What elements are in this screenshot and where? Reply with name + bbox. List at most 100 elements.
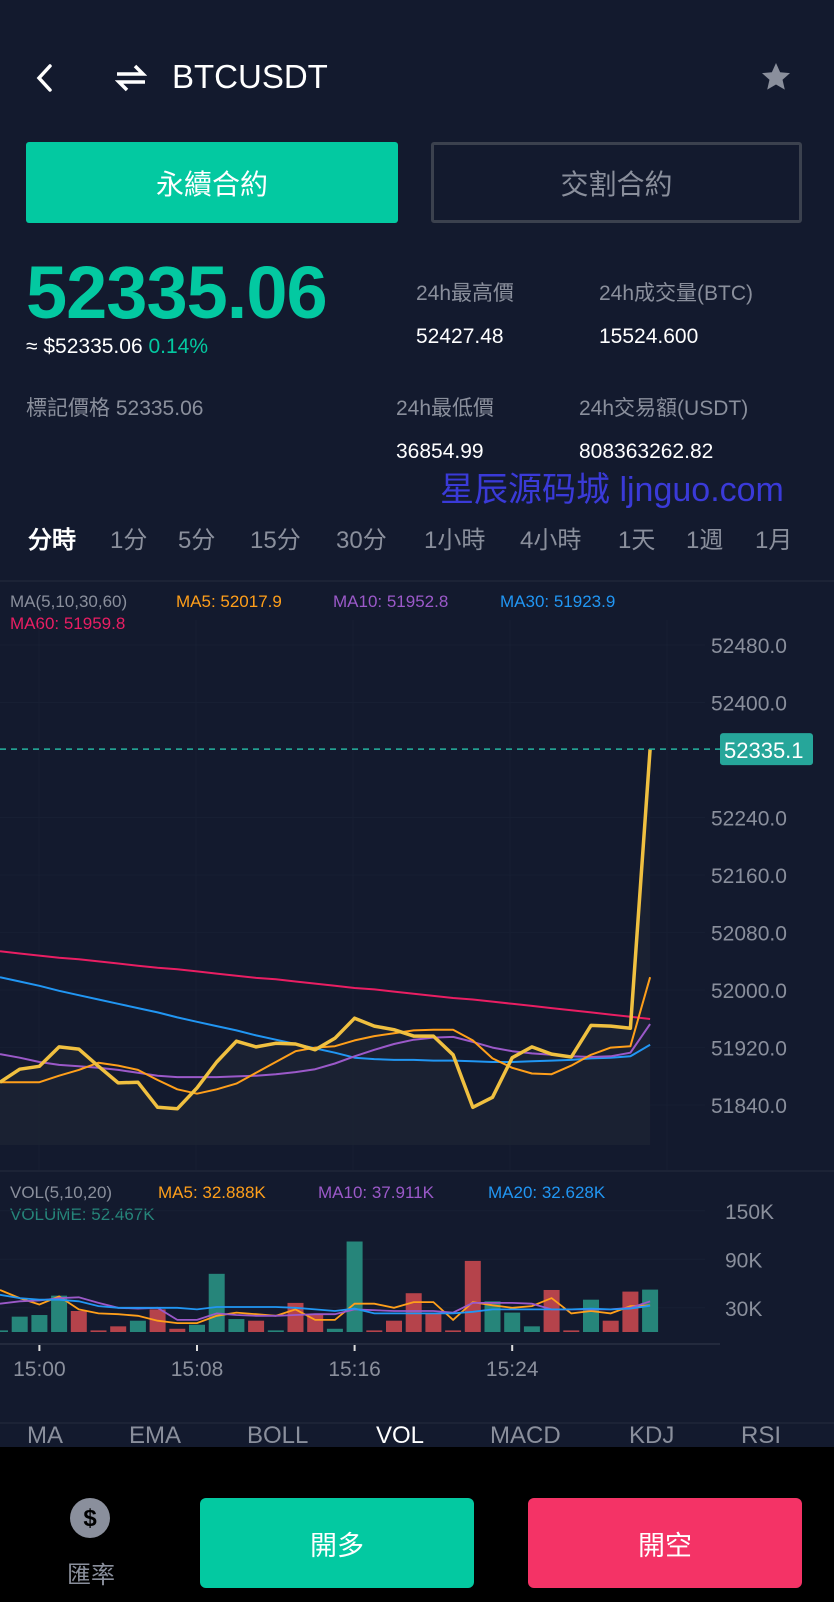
- volume-bar: [129, 1320, 146, 1332]
- volume-bar: [51, 1295, 68, 1332]
- volume-label: 24h成交量(BTC): [599, 282, 754, 305]
- y-tick-label: 52080.0: [711, 923, 787, 946]
- vol-ma10-line: [0, 1296, 651, 1321]
- volume-bar: [445, 1330, 462, 1332]
- interval-tab[interactable]: 30分: [336, 527, 387, 554]
- interval-tab[interactable]: 1週: [686, 527, 724, 554]
- delivery-contract-tab[interactable]: 交割合約: [431, 142, 802, 223]
- indicator-tab[interactable]: VOL: [376, 1422, 425, 1449]
- interval-tab[interactable]: 1小時: [424, 527, 486, 554]
- ma30-legend: MA30: 51923.9: [500, 592, 616, 611]
- low-label: 24h最低價: [396, 397, 495, 420]
- interval-tab[interactable]: 15分: [250, 527, 301, 554]
- svg-text:$: $: [83, 1505, 97, 1532]
- volume-bar: [563, 1330, 580, 1332]
- usd-approx: ≈ $52335.06: [26, 335, 143, 358]
- y-tick-label: 150K: [725, 1201, 774, 1224]
- indicator-tab[interactable]: BOLL: [247, 1422, 309, 1449]
- interval-tab[interactable]: 4小時: [520, 527, 582, 554]
- x-tick-label: 15:24: [486, 1358, 539, 1381]
- mark-price: 標記價格 52335.06: [26, 397, 204, 420]
- change-pct: 0.14%: [148, 335, 209, 358]
- y-tick-label: 90K: [725, 1249, 762, 1272]
- watermark: 星辰源码城 ljnguo.com: [440, 471, 784, 509]
- volume-bar: [425, 1312, 442, 1332]
- ma10-legend: MA10: 51952.8: [333, 592, 449, 611]
- ma60-line: [0, 950, 651, 1020]
- perpetual-contract-tab[interactable]: 永續合約: [26, 142, 398, 223]
- volume-bar: [464, 1260, 481, 1332]
- close-line: [0, 749, 652, 1111]
- ma5-legend: MA5: 52017.9: [176, 592, 282, 611]
- x-tick-label: 15:00: [13, 1358, 66, 1381]
- volume-bar: [622, 1291, 639, 1332]
- low-value: 36854.99: [396, 440, 484, 463]
- star-icon[interactable]: [760, 61, 792, 93]
- price-sub: ≈ $52335.06 0.14%: [26, 335, 208, 359]
- y-tick-label: 52160.0: [711, 865, 787, 888]
- interval-tab[interactable]: 1分: [110, 527, 148, 554]
- interval-tab[interactable]: 1月: [755, 527, 793, 554]
- high-value: 52427.48: [416, 325, 504, 348]
- volume-chart[interactable]: 150K 90K 30K 15:00 15:08 15:16 15:24: [0, 1170, 834, 1420]
- last-price: 52335.06: [26, 251, 328, 334]
- indicator-tab[interactable]: EMA: [129, 1422, 182, 1449]
- vol-ma5-line: [0, 1289, 651, 1325]
- volume-bar: [326, 1328, 343, 1332]
- volume-bar: [504, 1312, 521, 1332]
- ma30-line: [0, 976, 651, 1063]
- volume-bar: [583, 1299, 599, 1332]
- volume-bar: [11, 1316, 28, 1332]
- interval-tabs: 分時 1分 5分 15分 30分 1小時 4小時 1天 1週 1月: [0, 520, 834, 554]
- volume-bar: [0, 1330, 8, 1332]
- dollar-circle-icon[interactable]: $: [70, 1498, 110, 1538]
- vol-ma5-legend: MA5: 32.888K: [158, 1183, 266, 1202]
- indicator-tab[interactable]: MACD: [490, 1422, 561, 1449]
- x-tick-label: 15:08: [171, 1358, 224, 1381]
- volume-bar: [523, 1326, 540, 1332]
- volume-bar: [208, 1273, 225, 1332]
- indicator-tab[interactable]: MA: [27, 1422, 63, 1449]
- price-chart[interactable]: 52480.0 52400.0 52240.0 52160.0 52080.0 52000…: [0, 570, 834, 1170]
- indicator-tab[interactable]: KDJ: [629, 1422, 675, 1449]
- divider: [0, 1422, 834, 1424]
- y-tick-label: 30K: [725, 1298, 762, 1321]
- ma5-line: [0, 976, 652, 1095]
- volume-bar: [90, 1330, 107, 1332]
- volume-bar: [267, 1330, 284, 1332]
- y-tick-label: 52240.0: [711, 808, 787, 831]
- volume-bar: [543, 1289, 560, 1332]
- volume-bar: [602, 1320, 619, 1332]
- rate-label[interactable]: 匯率: [67, 1562, 115, 1589]
- divider: [0, 1170, 834, 1172]
- y-tick-label: 52400.0: [711, 693, 787, 716]
- volume-value: 15524.600: [599, 325, 699, 348]
- last-price-badge: [720, 733, 813, 766]
- volume-bar: [189, 1324, 205, 1332]
- indicator-tab[interactable]: RSI: [741, 1422, 782, 1449]
- open-short-button[interactable]: 開空: [528, 1498, 802, 1588]
- y-tick-label: 52000.0: [711, 980, 787, 1003]
- divider: [0, 580, 834, 582]
- y-tick-label: 52480.0: [711, 635, 787, 658]
- high-label: 24h最高價: [416, 282, 515, 305]
- swap-arrows-icon[interactable]: [115, 62, 147, 94]
- ma10-line: [0, 1023, 651, 1079]
- volume-bar: [386, 1320, 402, 1332]
- open-long-button[interactable]: 開多: [200, 1498, 474, 1588]
- y-tick-label: 51840.0: [711, 1095, 787, 1118]
- vol-legend-title: VOL(5,10,20): [10, 1183, 113, 1202]
- interval-tab[interactable]: 5分: [178, 527, 216, 554]
- volume-bar: [248, 1320, 265, 1332]
- back-icon[interactable]: [32, 62, 56, 94]
- ma-legend-title: MA(5,10,30,60): [10, 592, 128, 611]
- symbol-title[interactable]: BTCUSDT: [172, 58, 328, 95]
- volume-bar: [70, 1310, 87, 1332]
- volume-bar: [110, 1326, 127, 1332]
- last-price-badge-label: 52335.1: [724, 738, 804, 763]
- volume-bar: [346, 1241, 363, 1332]
- x-tick-label: 15:16: [328, 1358, 381, 1381]
- interval-tab[interactable]: 1天: [618, 527, 656, 554]
- interval-tab[interactable]: 分時: [28, 527, 76, 554]
- vol-ma20-line: [0, 1293, 651, 1315]
